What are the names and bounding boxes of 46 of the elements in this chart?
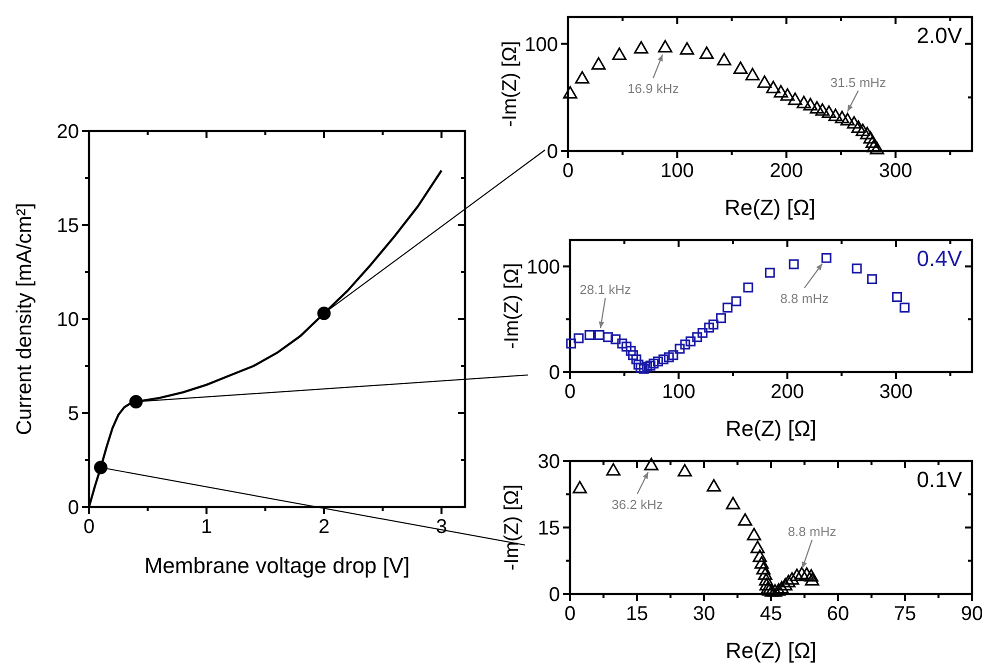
x-axis-title: Membrane voltage drop [V] <box>144 553 410 578</box>
x-tick-label: 200 <box>770 381 804 403</box>
x-axis-title: Re(Z) [Ω] <box>724 195 816 220</box>
x-tick-label: 2 <box>318 516 330 538</box>
x-tick-label: 45 <box>760 603 782 625</box>
annotation: 8.8 mHz <box>780 290 829 306</box>
y-axis-title: -Im(Z) [Ω] <box>501 484 523 571</box>
y-tick-label: 15 <box>56 215 79 237</box>
annotation: 16.9 kHz <box>628 81 679 96</box>
y-tick-label: 0 <box>548 362 560 384</box>
x-tick-label: 15 <box>626 603 648 625</box>
annotation: 36.2 kHz <box>612 496 663 512</box>
annotation: 28.1 kHz <box>580 282 631 298</box>
x-tick-label: 0 <box>564 603 576 625</box>
y-tick-label: 0 <box>548 584 560 606</box>
x-tick-label: 100 <box>662 381 696 403</box>
x-axis-title: Re(Z) [Ω] <box>726 416 816 441</box>
x-axis-title: Re(Z) [Ω] <box>726 638 816 663</box>
x-tick-label: 30 <box>692 603 716 625</box>
y-tick-label: 20 <box>56 121 79 143</box>
y-tick-label: 5 <box>68 403 79 425</box>
x-tick-label: 75 <box>894 603 916 625</box>
legend-label: 0.1V <box>916 467 962 492</box>
x-tick-label: 1 <box>200 516 212 538</box>
y-tick-label: 100 <box>526 256 560 278</box>
x-tick-label: 0 <box>562 160 574 182</box>
x-tick-label: 90 <box>960 603 982 625</box>
annotation: 8.8 mHz <box>788 524 836 539</box>
y-axis-title: -Im(Z) [Ω] <box>499 40 521 128</box>
y-axis-title: -Im(Z) [Ω] <box>501 262 523 350</box>
x-tick-label: 300 <box>878 160 912 182</box>
y-axis-title: Current density [mA/cm²] <box>13 202 36 436</box>
x-tick-label: 0 <box>564 381 576 403</box>
x-tick-label: 300 <box>879 381 913 403</box>
x-tick-label: 60 <box>826 603 850 625</box>
y-tick-label: 30 <box>538 451 560 473</box>
series-label: 0.4V <box>916 246 962 271</box>
y-tick-label: 0 <box>546 141 558 163</box>
x-tick-label: 0 <box>83 516 95 538</box>
annotation: 31.5 mHz <box>830 74 886 90</box>
x-tick-label: 100 <box>660 160 694 182</box>
legend-label: 2.0V <box>916 23 962 48</box>
y-tick-label: 0 <box>68 497 79 519</box>
y-tick-label: 10 <box>56 309 79 331</box>
y-tick-label: 100 <box>524 34 558 56</box>
x-tick-label: 200 <box>770 160 804 182</box>
